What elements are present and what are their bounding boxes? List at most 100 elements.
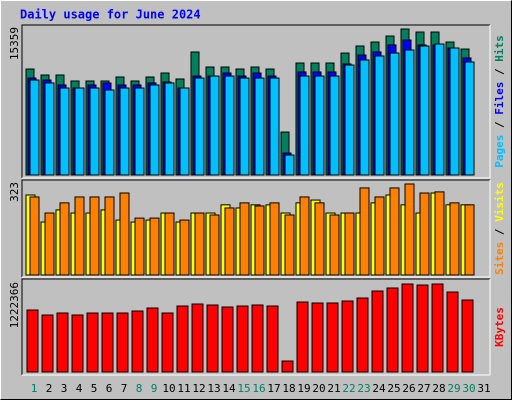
bar [356,297,369,373]
bar [224,75,235,176]
bar [44,82,55,176]
bar [434,191,445,276]
legend-entry: Pages [493,135,506,168]
panel-frame-light [22,25,491,179]
bar [134,87,145,176]
bar [386,287,399,373]
x-tick-label: 12 [192,382,205,395]
bar [266,305,279,373]
y-tick-label: 1222366 [8,282,21,328]
bar [281,360,294,373]
x-tick-label: 2 [46,382,53,395]
bar [344,64,355,176]
bar [449,202,460,276]
bar [29,79,40,176]
panel-frame-dark [21,278,490,375]
bar [401,283,414,373]
bar [131,310,144,373]
bar [176,305,189,373]
x-tick-label: 8 [136,382,143,395]
panel-frame-dark [21,179,490,277]
bar [434,43,445,176]
bar [239,202,250,276]
bar [284,214,295,276]
bar [149,217,160,276]
x-tick-label: 23 [357,382,370,395]
legend-entry: Visits [493,182,506,222]
legend-entry: Hits [493,35,506,62]
bar [74,196,85,276]
bar [299,75,310,176]
x-tick-label: 13 [207,382,220,395]
x-tick-label: 17 [267,382,280,395]
legend: Sites / Visits [493,182,506,275]
bar [104,89,115,176]
bar [206,304,219,373]
bar [284,154,295,176]
x-tick-label: 31 [477,382,490,395]
x-tick-label: 29 [447,382,460,395]
bar [71,314,84,373]
bar [431,283,444,373]
bar [329,214,340,276]
bar [179,87,190,176]
bar [464,204,475,276]
bar [344,212,355,276]
bar [449,47,460,176]
bar [416,284,429,373]
x-tick-label: 16 [252,382,265,395]
bar [179,219,190,276]
bar [389,52,400,176]
bar [59,202,70,276]
bar [59,87,70,176]
bar [389,187,400,276]
bar [209,75,220,176]
bar [89,196,100,276]
bar [221,306,234,373]
bar [101,312,114,373]
x-tick-label: 30 [462,382,475,395]
x-tick-label: 6 [106,382,113,395]
x-tick-label: 10 [162,382,175,395]
panel-frame-light [22,180,491,278]
x-tick-label: 18 [282,382,295,395]
bar [26,309,39,373]
bar [374,196,385,276]
legend-separator: / [493,222,506,242]
panel-frame-dark [21,24,490,178]
legend-separator: / [493,62,506,82]
bar [89,87,100,176]
bar [419,192,430,276]
y-tick-label: 323 [8,182,21,202]
bar [254,205,265,276]
bar [119,192,130,276]
bar [371,290,384,373]
bar [329,75,340,176]
x-tick-label: 1 [31,382,38,395]
x-tick-label: 28 [432,382,445,395]
bar [404,49,415,176]
bar [299,196,310,276]
legend: KBytes [493,307,506,347]
bar [419,45,430,176]
bar [461,299,474,373]
x-tick-label: 7 [121,382,128,395]
bar [86,312,99,373]
x-tick-label: 21 [327,382,340,395]
x-tick-label: 26 [402,382,415,395]
y-tick-label: 15359 [8,27,21,60]
bar [296,301,309,373]
bar [239,77,250,176]
legend-entry: KBytes [493,307,506,347]
x-tick-label: 27 [417,382,430,395]
bar [269,77,280,176]
x-tick-label: 19 [297,382,310,395]
panel-frame-light [22,279,491,376]
bar [209,214,220,276]
x-tick-label: 15 [237,382,250,395]
legend-separator: / [493,115,506,135]
bar [326,302,339,373]
bar [191,303,204,373]
